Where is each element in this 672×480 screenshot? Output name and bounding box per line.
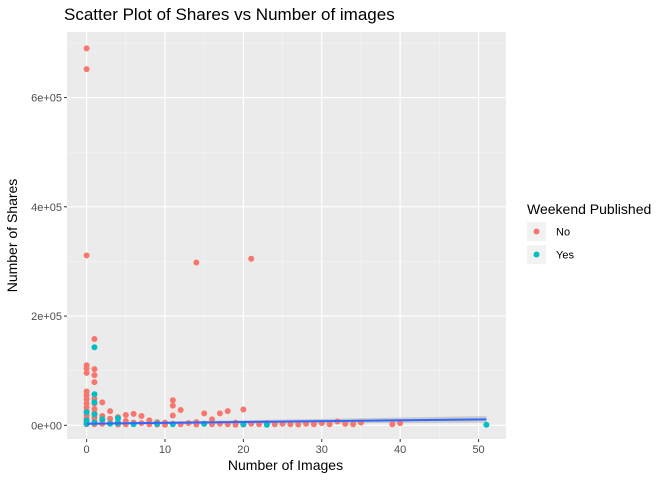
data-point-no [83,369,90,376]
legend-title: Weekend Published [527,201,651,217]
y-tick-label: 6e+05 [31,93,62,105]
data-point-no [91,366,98,373]
data-point-no [107,415,114,422]
x-tick-label: 30 [316,444,328,456]
y-tick-label: 2e+05 [31,311,62,323]
x-tick-label: 50 [472,444,484,456]
data-point-no [295,421,302,428]
data-point-no [271,421,278,428]
data-point-no [193,259,200,266]
data-point-no [216,410,223,417]
plot-panel [67,32,506,439]
x-axis-title: Number of Images [228,457,343,473]
data-point-no [350,421,357,428]
legend-label-no: No [556,227,570,239]
data-point-yes [83,409,90,416]
x-tick-label: 20 [237,444,249,456]
data-point-no [83,66,90,73]
data-point-no [240,406,247,413]
data-point-yes [99,416,106,423]
chart-title: Scatter Plot of Shares vs Number of imag… [64,5,395,24]
data-point-yes [130,421,137,428]
y-tick-label: 0e+00 [31,420,62,432]
axes: 0 10 20 30 40 50 0e+00 2e+05 4e+05 6e+05 [31,93,485,456]
data-point-no [342,420,349,427]
y-axis-title: Number of Shares [4,179,20,293]
data-point-no [138,413,145,420]
data-point-no [91,336,98,343]
data-point-no [248,255,255,262]
data-point-no [232,421,239,428]
data-point-no [91,379,98,386]
x-tick-label: 0 [84,444,90,456]
data-point-yes [91,344,98,351]
data-point-no [326,421,333,428]
data-point-no [83,45,90,52]
data-point-yes [91,399,98,406]
data-point-no [201,410,208,417]
trend-line [86,418,487,425]
grid-lines [67,32,506,439]
data-point-no [389,421,396,428]
legend-label-yes: Yes [556,250,574,262]
data-point-no [122,411,129,418]
data-point-no [83,252,90,259]
data-point-yes [483,421,490,428]
data-point-no [169,397,176,404]
data-point-no [397,420,404,427]
data-point-no [83,396,90,403]
data-point-no [169,402,176,409]
legend-key-yes [533,251,540,258]
data-point-yes [114,415,121,422]
data-point-no [107,408,114,415]
data-point-no [224,408,231,415]
data-point-no [91,405,98,412]
trend-line-segment [86,418,487,425]
data-point-no [91,372,98,379]
data-point-no [130,410,137,417]
data-point-no [310,421,317,428]
data-point-yes [263,421,270,428]
data-point-yes [91,391,98,398]
data-point-no [287,421,294,428]
data-point-yes [91,411,98,418]
legend: Weekend Published No Yes [527,201,651,264]
data-point-no [209,416,216,423]
data-point-no [177,407,184,414]
data-point-no [169,412,176,419]
data-point-no [83,365,90,372]
data-point-no [99,399,106,406]
x-tick-label: 40 [394,444,406,456]
x-tick-label: 10 [159,444,171,456]
legend-key-no [533,228,540,235]
y-tick-label: 4e+05 [31,202,62,214]
